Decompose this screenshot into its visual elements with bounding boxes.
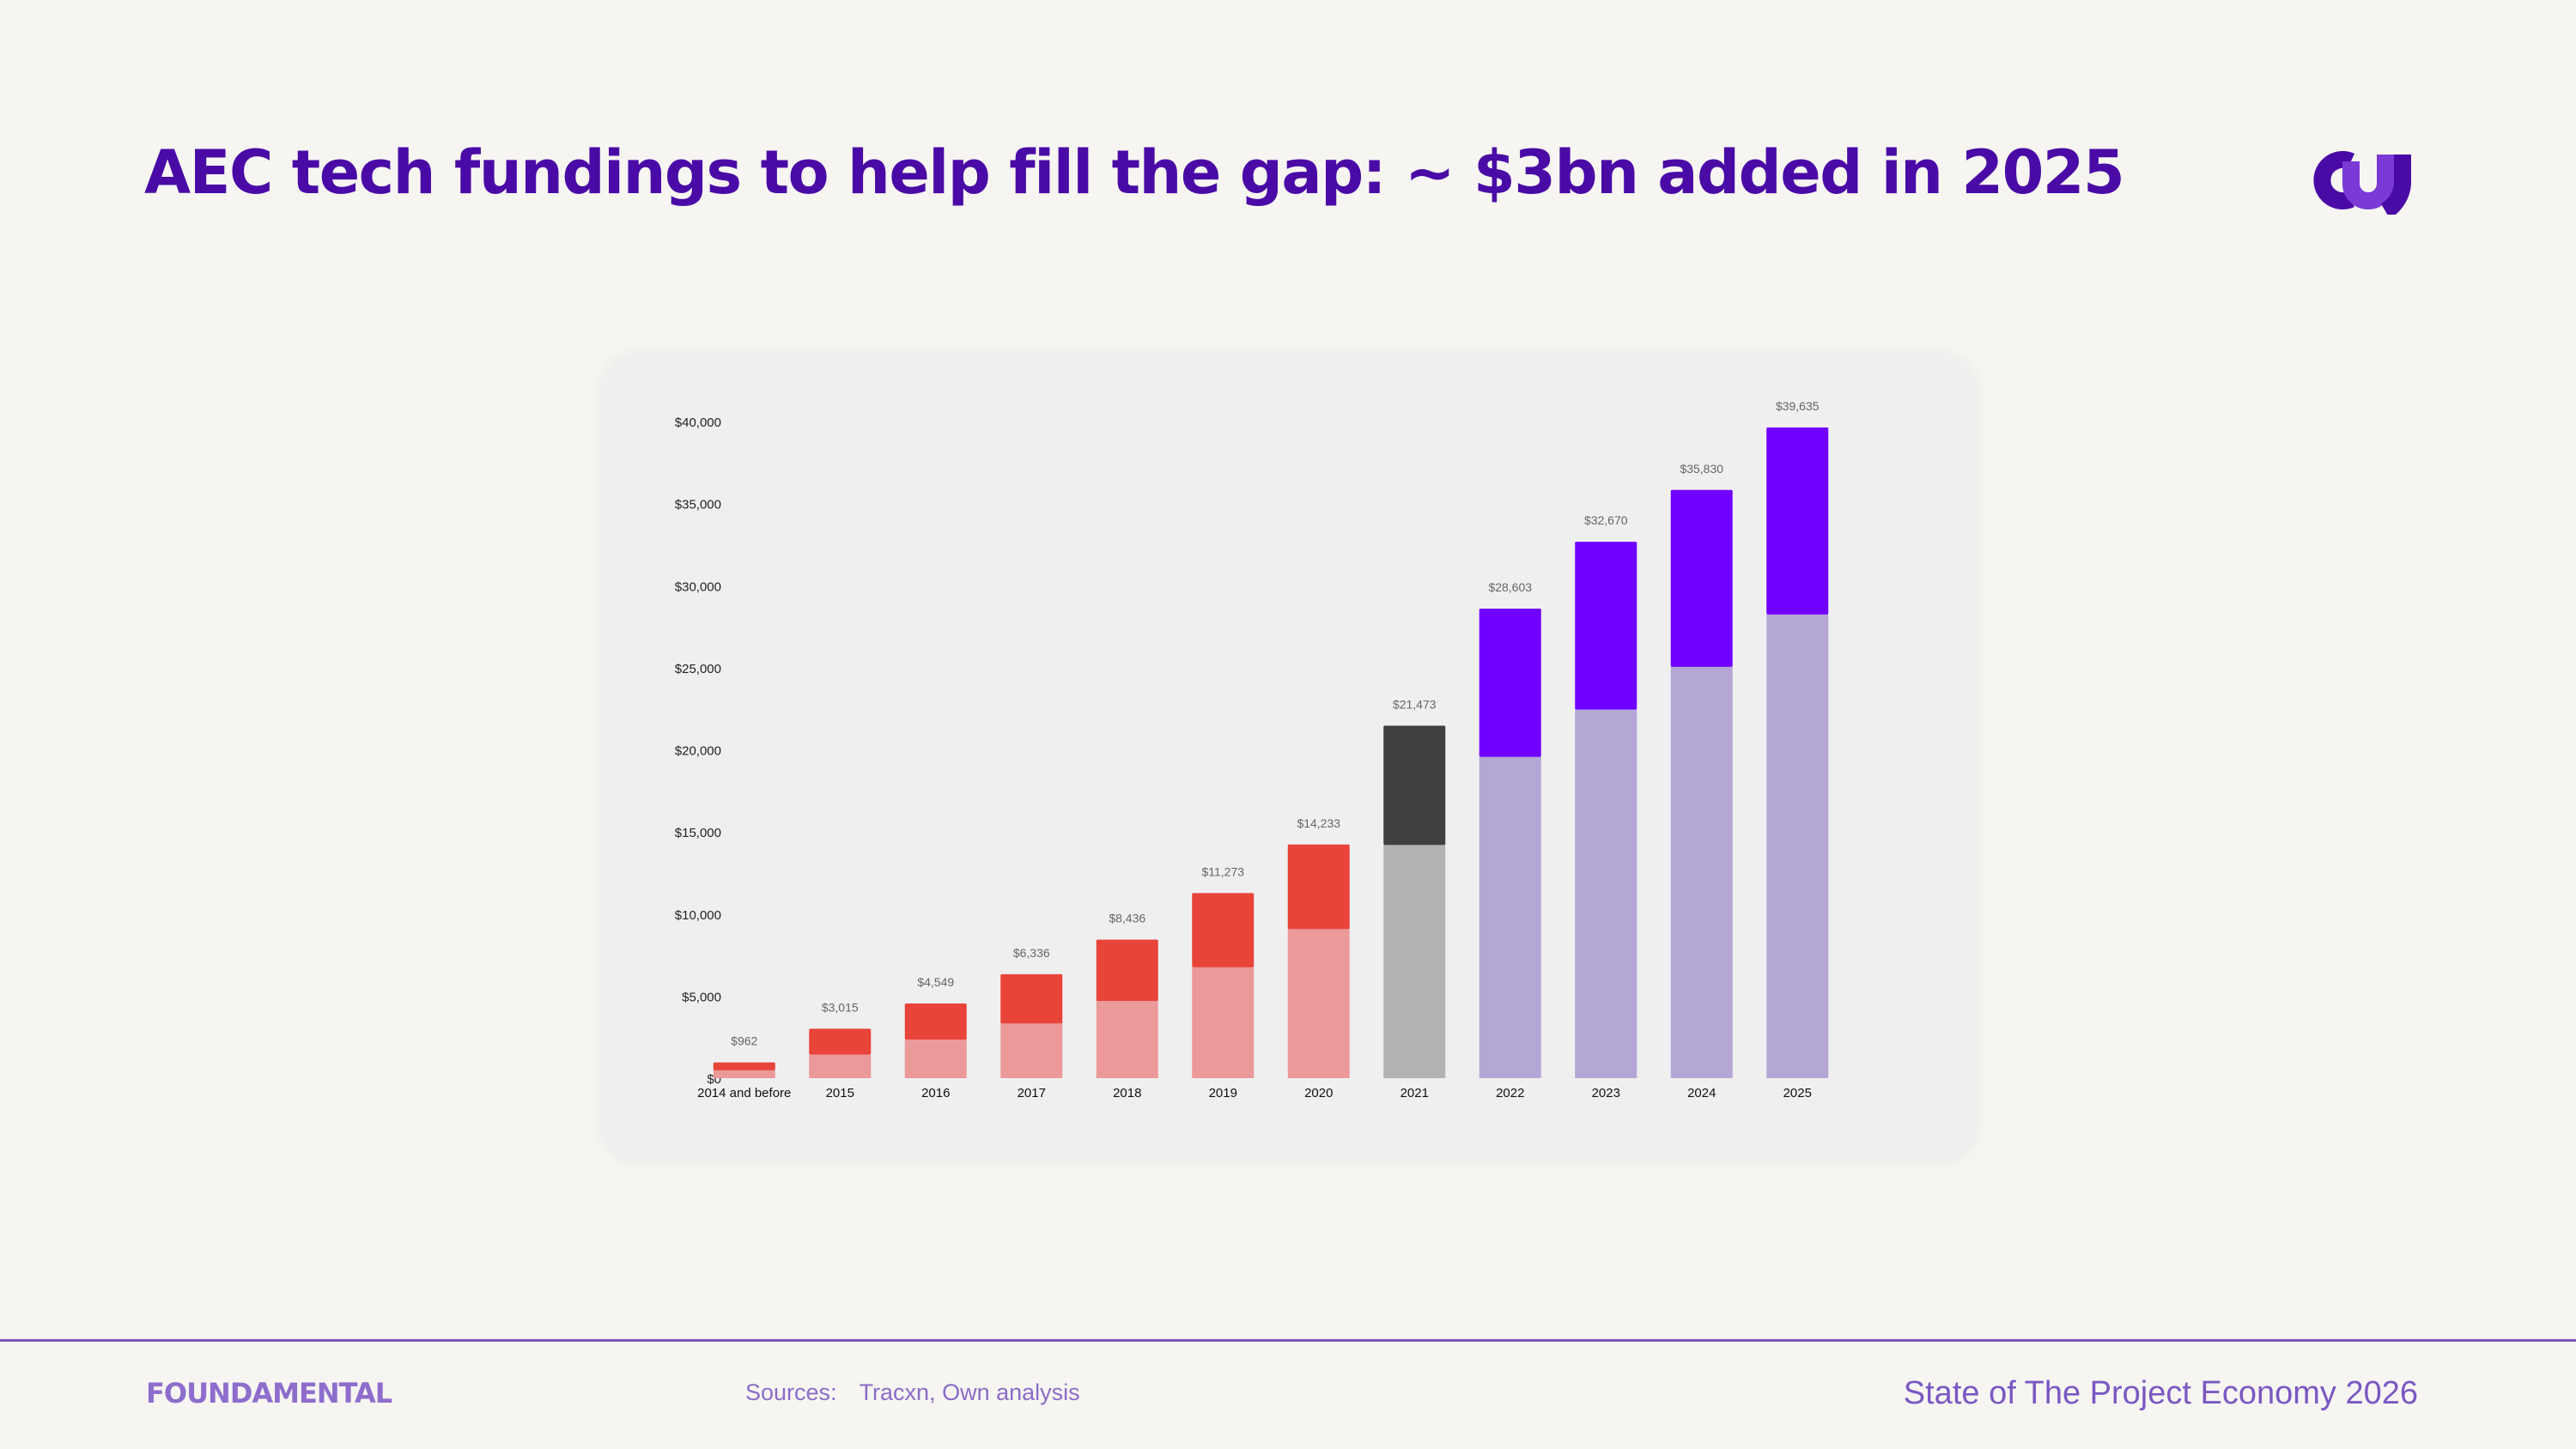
bar-bottom-segment (1000, 1023, 1063, 1078)
sources-note: Sources: Tracxn, Own analysis (745, 1379, 1080, 1406)
y-tick-label: $30,000 (675, 579, 721, 594)
x-tick-label: 2016 (921, 1086, 950, 1100)
x-tick-label: 2021 (1400, 1086, 1429, 1100)
bar-top-segment (1670, 489, 1733, 667)
bar-top-segment (1479, 608, 1541, 757)
sources-label: Sources: (745, 1379, 837, 1405)
bar-bottom-segment (1766, 614, 1829, 1078)
y-tick-label: $35,000 (675, 498, 721, 512)
brand-logo-icon (2313, 151, 2411, 215)
x-tick-label: 2017 (1018, 1086, 1046, 1100)
bar-top-segment (809, 1028, 872, 1055)
bar-total-label: $32,670 (1584, 513, 1628, 527)
x-tick-label: 2024 (1687, 1086, 1716, 1100)
x-tick-label: 2019 (1209, 1086, 1237, 1100)
chart-card: $0 $5,000 $10,000 $15,000 $20,000 $25,000 $30,… (601, 354, 1977, 1162)
bar-bottom-segment (1287, 929, 1350, 1078)
bar-top-segment (1766, 427, 1829, 615)
report-title: State of The Project Economy 2026 (1903, 1375, 2418, 1411)
bar-bottom-segment (1670, 666, 1733, 1078)
bar-total-label: $35,830 (1680, 462, 1723, 476)
bar-total-label: $28,603 (1488, 580, 1532, 594)
bar-total-label: $6,336 (1013, 946, 1050, 960)
bar-total-label: $4,549 (917, 975, 954, 989)
bar-bottom-segment (713, 1070, 775, 1078)
bar-top-segment (1383, 725, 1446, 846)
bar-bottom-segment (1192, 967, 1255, 1078)
bar-top-segment (1096, 939, 1158, 1002)
y-tick-label: $10,000 (675, 908, 721, 923)
y-tick-label: $15,000 (675, 826, 721, 840)
bar-total-label: $14,233 (1297, 816, 1340, 830)
y-tick-label: $25,000 (675, 662, 721, 676)
slide-title: AEC tech fundings to help fill the gap: … (144, 137, 2125, 208)
bar-bottom-segment (1575, 709, 1637, 1078)
bar-top-segment (1575, 542, 1637, 710)
x-tick-label: 2018 (1113, 1086, 1141, 1100)
x-tick-label: 2020 (1304, 1086, 1333, 1100)
bar-bottom-segment (1383, 845, 1446, 1078)
bar-total-label: $8,436 (1109, 912, 1145, 925)
sources-text: Tracxn, Own analysis (859, 1379, 1080, 1405)
bar-bottom-segment (809, 1054, 872, 1078)
bar-top-segment (713, 1062, 775, 1070)
bar-total-label: $21,473 (1393, 697, 1437, 711)
bar-bottom-segment (1096, 1001, 1158, 1078)
footer-divider (0, 1339, 2576, 1342)
brand-wordmark: FOUNDAMENTAL (146, 1377, 392, 1410)
y-tick-label: $40,000 (675, 415, 721, 430)
y-tick-label: $20,000 (675, 744, 721, 759)
x-tick-label: 2015 (826, 1086, 854, 1100)
bar-total-label: $962 (731, 1034, 757, 1048)
y-tick-label: $5,000 (682, 990, 721, 1004)
bar-total-label: $39,635 (1776, 399, 1820, 413)
bar-top-segment (1000, 973, 1063, 1024)
funding-bar-chart: $0$5,000$10,000$15,000$20,000$25,000$30,… (675, 399, 1829, 1100)
bar-top-segment (1192, 893, 1255, 967)
x-tick-label: 2022 (1496, 1086, 1524, 1100)
x-tick-label: 2025 (1783, 1086, 1812, 1100)
x-tick-label: 2014 and before (697, 1086, 791, 1100)
bar-top-segment (904, 1003, 967, 1040)
bar-bottom-segment (904, 1040, 967, 1078)
x-tick-label: 2023 (1592, 1086, 1620, 1100)
bar-top-segment (1287, 844, 1350, 930)
bar-total-label: $11,273 (1201, 864, 1244, 878)
bar-bottom-segment (1479, 756, 1541, 1078)
bar-total-label: $3,015 (822, 1000, 859, 1014)
